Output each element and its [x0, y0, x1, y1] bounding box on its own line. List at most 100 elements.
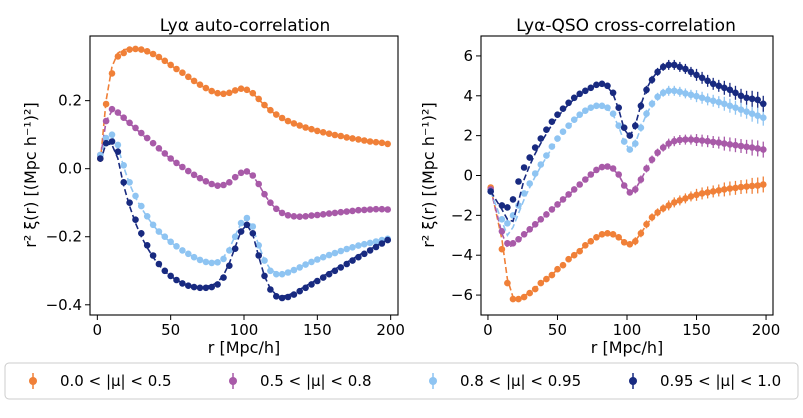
right-data-point: [554, 201, 561, 208]
left-data-point: [325, 251, 333, 259]
left-data-point: [161, 267, 169, 275]
right-data-point: [537, 279, 545, 287]
left-data-point: [261, 272, 268, 280]
right-data-point: [698, 137, 706, 144]
left-data-point: [102, 100, 110, 108]
left-data-point: [132, 216, 139, 223]
right-data-point: [698, 74, 706, 82]
right-data-point: [687, 193, 695, 200]
left-series-1: [97, 45, 392, 162]
right-y-tick-label: −2: [451, 206, 473, 224]
left-data-point: [108, 131, 116, 138]
left-data-point: [167, 238, 174, 246]
right-data-point: [732, 89, 739, 97]
right-data-point: [559, 196, 567, 203]
left-data-point: [202, 178, 210, 185]
right-data-point: [543, 275, 550, 283]
left-data-point: [179, 69, 186, 76]
right-data-point: [671, 137, 678, 145]
left-data-point: [290, 120, 298, 127]
right-data-point: [570, 116, 578, 123]
right-data-point: [732, 104, 739, 111]
left-data-point: [296, 122, 304, 129]
right-data-point: [671, 87, 678, 95]
left-data-point: [138, 46, 145, 53]
left-data-point: [273, 293, 280, 300]
legend: 0.0 < |μ| < 0.5 0.5 < |μ| < 0.8 0.8 < |μ| …: [4, 362, 799, 400]
right-plot-area: [487, 59, 767, 303]
right-data-point: [609, 110, 617, 117]
right-data-point: [632, 122, 639, 129]
left-data-point: [237, 169, 245, 177]
left-series-2: [97, 105, 392, 220]
right-data-point: [609, 89, 617, 97]
left-data-point: [138, 129, 145, 137]
left-data-point: [349, 135, 356, 142]
left-data-point: [331, 209, 339, 217]
right-data-point: [748, 144, 756, 151]
left-data-point: [185, 73, 192, 81]
left-data-point: [319, 211, 327, 218]
right-series-4: [487, 59, 767, 223]
left-data-point: [161, 57, 169, 65]
right-data-point: [604, 230, 611, 237]
legend-marker: [629, 377, 637, 385]
right-data-point: [687, 136, 695, 143]
left-data-point: [138, 230, 145, 237]
right-data-point: [709, 97, 717, 105]
right-data-point: [554, 111, 561, 118]
left-data-point: [214, 182, 221, 189]
right-data-point: [682, 90, 689, 97]
right-data-point: [576, 90, 583, 98]
left-data-point: [173, 276, 180, 284]
left-data-point: [226, 89, 233, 97]
left-data-point: [220, 274, 227, 281]
right-data-point: [626, 189, 634, 196]
right-x-tick-label: 100: [613, 321, 642, 339]
left-data-point: [231, 245, 239, 252]
left-data-point: [255, 242, 262, 249]
right-data-point: [543, 211, 550, 218]
left-data-point: [179, 280, 186, 287]
left-data-point: [278, 294, 286, 302]
right-data-point: [659, 63, 667, 71]
right-data-point: [548, 206, 556, 213]
right-data-point: [643, 110, 650, 117]
left-data-point: [355, 136, 362, 143]
legend-entry: 0.5 < |μ| < 0.8: [229, 372, 372, 390]
left-data-point: [214, 89, 221, 97]
left-data-point: [220, 90, 227, 98]
right-data-point: [498, 216, 506, 223]
right-data-point: [559, 261, 567, 269]
right-data-point: [609, 231, 617, 238]
left-data-point: [343, 208, 351, 215]
left-data-point: [249, 172, 257, 179]
right-data-point: [659, 205, 667, 212]
right-data-point: [537, 161, 545, 168]
left-data-point: [120, 179, 127, 186]
right-data-point: [715, 82, 723, 90]
right-data-point: [732, 141, 739, 149]
left-data-point: [114, 141, 122, 149]
right-data-point: [682, 136, 689, 143]
left-data-point: [273, 205, 280, 213]
left-data-point: [366, 206, 374, 213]
left-data-point: [337, 247, 345, 255]
left-data-point: [155, 228, 163, 235]
left-data-point: [231, 233, 239, 240]
right-y-tick-label: −6: [451, 286, 473, 304]
right-data-point: [615, 234, 622, 241]
left-data-point: [102, 117, 110, 125]
cross-correlation-panel: Lyα-QSO cross-correlation 0 50 100 150 200 −…: [419, 16, 780, 357]
right-data-point: [515, 295, 522, 303]
right-data-point: [582, 242, 589, 249]
right-data-point: [565, 99, 572, 107]
left-data-point: [231, 173, 239, 181]
right-data-point: [643, 221, 650, 228]
right-data-point: [504, 279, 511, 287]
left-data-point: [167, 272, 174, 280]
right-data-point: [732, 184, 739, 192]
left-x-tick-label: 100: [230, 321, 259, 339]
right-x-tick-label: 200: [752, 321, 781, 339]
left-data-point: [278, 270, 286, 278]
